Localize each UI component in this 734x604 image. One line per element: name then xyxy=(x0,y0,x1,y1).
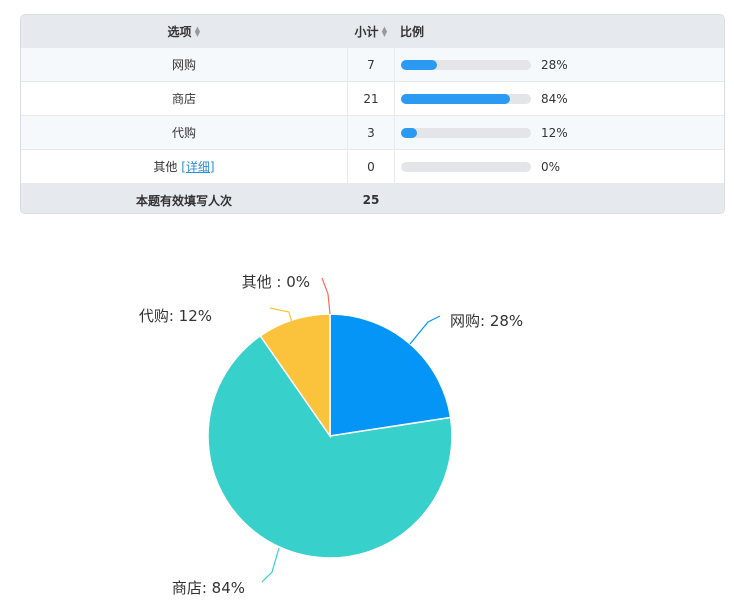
pie-slice[interactable] xyxy=(329,313,452,437)
ratio-cell: 12% xyxy=(394,115,724,150)
footer-count: 25 xyxy=(347,183,395,213)
ratio-cell: 0% xyxy=(394,149,724,184)
result-table: 选项 ▲ ▼ 小计 ▲ ▼ 比例 网购 7 28% 商店 21 84% 代购 3 12%… xyxy=(21,15,724,213)
table-row: 网购 7 28% xyxy=(21,47,724,82)
option-count: 0 xyxy=(347,149,395,184)
pie-slice[interactable] xyxy=(259,313,331,439)
sort-icon[interactable]: ▲ ▼ xyxy=(194,25,201,38)
option-count: 3 xyxy=(347,115,395,150)
progress-bar xyxy=(401,93,531,104)
table-row: 商店 21 84% xyxy=(21,81,724,116)
option-percent: 12% xyxy=(541,125,568,140)
progress-bar xyxy=(401,161,531,172)
progress-fill xyxy=(401,59,438,70)
option-header[interactable]: 选项 ▲ ▼ xyxy=(21,15,348,48)
leader-line xyxy=(269,307,294,328)
slice-label: 代购: 12% xyxy=(139,307,212,325)
leader-line xyxy=(409,315,441,345)
detail-link[interactable]: [详细] xyxy=(181,160,215,174)
slice-label: 其他 : 0% xyxy=(242,273,310,291)
option-count: 21 xyxy=(347,81,395,116)
option-label: 代购 xyxy=(21,115,348,150)
ratio-header: 比例 xyxy=(394,15,724,48)
ratio-cell: 84% xyxy=(394,81,724,116)
leader-line xyxy=(321,277,331,315)
progress-fill xyxy=(401,127,417,138)
sort-icon[interactable]: ▲ ▼ xyxy=(381,25,388,38)
option-percent: 0% xyxy=(541,159,561,174)
option-label: 商店 xyxy=(21,81,348,116)
pie-slice[interactable] xyxy=(207,334,453,559)
option-percent: 84% xyxy=(541,91,568,106)
progress-bar xyxy=(401,59,531,70)
footer-label: 本题有效填写人次 xyxy=(21,183,348,213)
result-table-container: 选项 ▲ ▼ 小计 ▲ ▼ 比例 网购 7 28% 商店 21 84% 代购 3 12%… xyxy=(20,14,725,214)
progress-bar xyxy=(401,127,531,138)
slice-label: 网购: 28% xyxy=(450,312,523,330)
slice-label: 商店: 84% xyxy=(172,579,245,597)
option-label: 其他 [详细] xyxy=(21,149,348,184)
leader-line xyxy=(261,547,280,583)
table-row: 其他 [详细] 0 0% xyxy=(21,149,724,184)
count-header[interactable]: 小计 ▲ ▼ xyxy=(347,15,395,48)
option-count: 7 xyxy=(347,47,395,82)
table-footer-row: 本题有效填写人次 25 xyxy=(21,183,724,213)
table-header-row: 选项 ▲ ▼ 小计 ▲ ▼ 比例 xyxy=(21,15,724,48)
ratio-cell: 28% xyxy=(394,47,724,82)
option-percent: 28% xyxy=(541,57,568,72)
option-label: 网购 xyxy=(21,47,348,82)
table-row: 代购 3 12% xyxy=(21,115,724,150)
progress-fill xyxy=(401,93,511,104)
